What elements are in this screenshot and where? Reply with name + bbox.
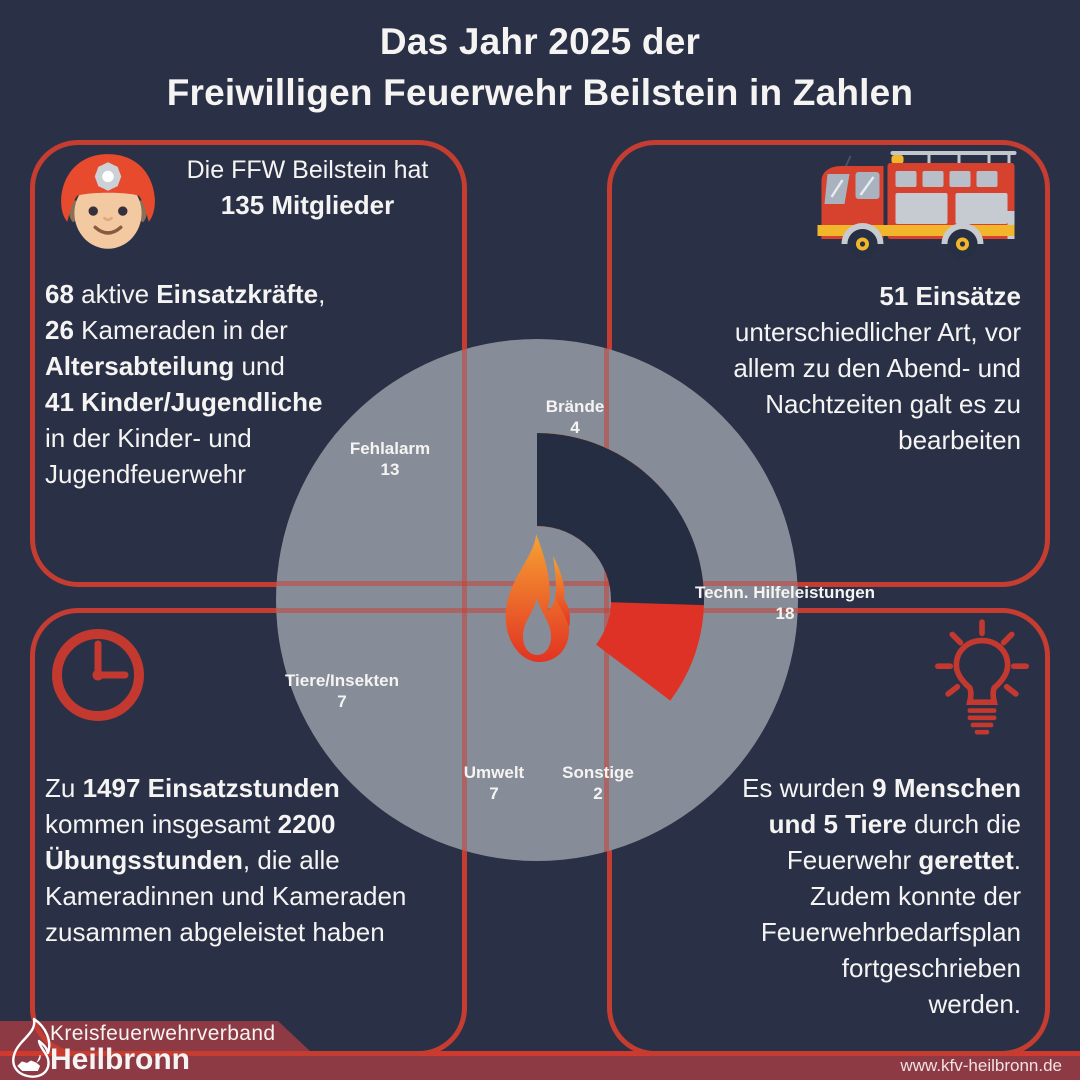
slice-label-tiere-insekten: Tiere/Insekten 7 bbox=[284, 671, 400, 711]
title-line-2: Freiwilligen Feuerwehr Beilstein in Zahl… bbox=[166, 72, 914, 113]
footer-org-name: Kreisfeuerwehrverband Heilbronn bbox=[50, 1023, 276, 1075]
footer-org-line2: Heilbronn bbox=[50, 1043, 190, 1076]
fire-truck-icon bbox=[817, 151, 1017, 259]
flame-icon bbox=[505, 534, 570, 662]
members-body-text: 68 aktive Einsatzkräfte, 26 Kameraden in … bbox=[45, 279, 326, 489]
panel-members: Die FFW Beilstein hat 135 Mitglieder 68 … bbox=[30, 140, 467, 587]
firefighter-icon bbox=[61, 154, 155, 249]
members-headline-line1: Die FFW Beilstein hat bbox=[186, 156, 429, 184]
slice-label-sonstige: Sonstige 2 bbox=[562, 763, 634, 803]
page-title: Das Jahr 2025 der Freiwilligen Feuerwehr… bbox=[0, 16, 1080, 118]
slice-label-umwelt: Umwelt 7 bbox=[463, 763, 525, 803]
footer-url: www.kfv-heilbronn.de bbox=[900, 1056, 1062, 1075]
hours-body-text: Zu 1497 Einsatzstunden kommen insgesamt 2… bbox=[45, 773, 407, 947]
footer-divider-line bbox=[0, 1051, 1080, 1056]
ghost-border-line bbox=[462, 339, 467, 861]
panel-rescues: Es wurden 9 Menschen und 5 Tiere durch di… bbox=[607, 608, 1050, 1056]
slice-label-techn-hilfeleistungen: Techn. Hilfeleistungen 18 bbox=[694, 583, 876, 623]
lightbulb-icon bbox=[935, 619, 1029, 735]
missions-body-text: 51 Einsätze unterschiedlicher Art, vor all… bbox=[733, 281, 1021, 455]
donut-slice-Fehlalarm bbox=[537, 433, 704, 606]
clock-icon bbox=[52, 629, 144, 721]
rescues-body-text: Es wurden 9 Menschen und 5 Tiere durch di… bbox=[742, 773, 1021, 1019]
slice-label-fehlalarm: Fehlalarm 13 bbox=[349, 439, 431, 479]
kfv-flame-lion-logo bbox=[12, 1017, 51, 1078]
footer-org-line1: Kreisfeuerwehrverband bbox=[50, 1022, 276, 1045]
members-headline-line2: 135 Mitglieder bbox=[220, 190, 395, 220]
slice-label-braende: Brände 4 bbox=[545, 397, 605, 437]
members-headline: Die FFW Beilstein hat 135 Mitglieder bbox=[165, 153, 450, 223]
title-line-1: Das Jahr 2025 der bbox=[379, 21, 701, 62]
missions-donut-chart bbox=[537, 433, 705, 701]
ghost-border-line bbox=[604, 339, 609, 861]
